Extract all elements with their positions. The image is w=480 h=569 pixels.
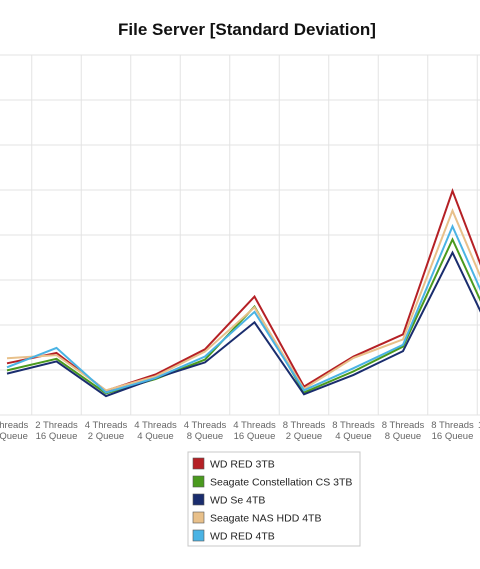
x-tick-label: 8 Threads <box>332 420 375 431</box>
x-tick-label: 4 Threads <box>184 420 227 431</box>
legend-box <box>187 451 361 547</box>
x-tick-label: 16 Queue <box>234 431 276 442</box>
x-tick-label: 8 Threads <box>382 420 425 431</box>
x-tick-label: 2 Threads <box>35 420 78 431</box>
series-lines <box>6 187 480 398</box>
legend-label: WD RED 4TB <box>210 531 275 543</box>
series-line <box>6 250 480 398</box>
x-tick-label: 4 Queue <box>137 431 173 442</box>
legend-swatch <box>192 529 205 542</box>
x-tick-label: 4 Threads <box>85 420 128 431</box>
x-tick-label: 8 Threads <box>283 420 326 431</box>
legend-swatch <box>192 457 205 470</box>
x-tick-label: 4 Threads <box>233 420 276 431</box>
legend-label: Seagate Constellation CS 3TB <box>210 477 352 489</box>
x-tick-label: 16 Queue <box>36 431 78 442</box>
legend: WD RED 3TB Seagate Constellation CS 3TB WD… <box>187 451 361 547</box>
legend-label: WD Se 4TB <box>210 495 265 507</box>
legend-swatch <box>192 475 205 488</box>
x-tick-label: 8 Threads <box>431 420 474 431</box>
x-tick-label: 4 Threads <box>134 420 177 431</box>
x-tick-label: 1 Threads <box>0 420 29 431</box>
x-tick-label: 8 Queue <box>187 431 223 442</box>
x-tick-label: 2 Queue <box>286 431 322 442</box>
chart-title: File Server [Standard Deviation] <box>118 20 376 39</box>
series-line <box>6 223 480 394</box>
legend-swatch <box>192 493 205 506</box>
x-tick-label: 16 Queue <box>0 431 28 442</box>
legend-label: Seagate NAS HDD 4TB <box>210 513 321 525</box>
x-tick-label: 8 Queue <box>385 431 421 442</box>
legend-label: WD RED 3TB <box>210 459 275 471</box>
x-tick-label: 16 Threads <box>478 420 480 431</box>
x-tick-label: 16 Queue <box>432 431 474 442</box>
legend-swatch <box>192 511 205 524</box>
x-tick-label: 4 Queue <box>335 431 371 442</box>
x-tick-label: 2 Queue <box>88 431 124 442</box>
